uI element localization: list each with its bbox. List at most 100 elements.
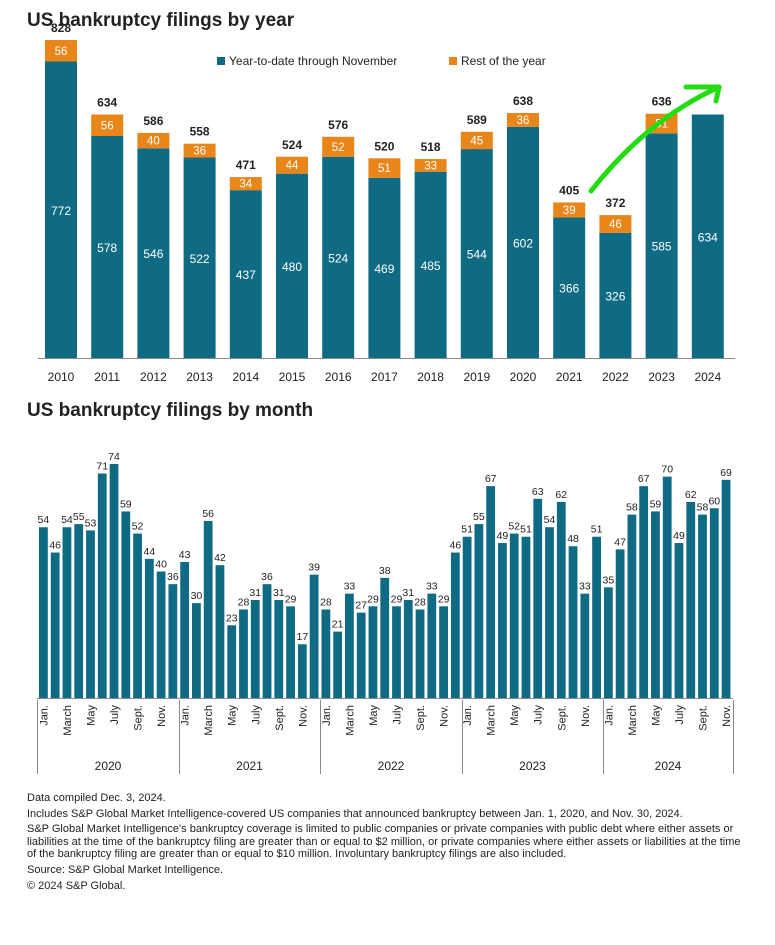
bar-month <box>239 609 248 698</box>
bar-month <box>662 476 672 698</box>
bar-ytd <box>276 173 308 358</box>
data-label-month: 67 <box>485 473 497 485</box>
x-tick-label-month: July <box>674 705 686 725</box>
x-tick-label: 2021 <box>556 370 583 384</box>
data-label-total: 558 <box>190 125 210 139</box>
data-label-ytd: 578 <box>97 241 117 255</box>
data-label-month: 21 <box>332 619 344 631</box>
data-label-ytd: 366 <box>559 282 579 296</box>
data-label-month: 28 <box>414 596 426 608</box>
bar-rest <box>599 215 632 233</box>
bar-month <box>144 558 154 698</box>
data-label-month: 63 <box>532 486 544 498</box>
legend-swatch-ytd <box>217 57 225 65</box>
data-label-rest: 52 <box>332 142 345 154</box>
x-tick-label-month: Jan. <box>603 705 615 726</box>
data-label-month: 52 <box>508 521 520 533</box>
bar-ytd <box>599 232 632 358</box>
bar-ytd <box>45 61 77 358</box>
note-copyright: © 2024 S&P Global. <box>27 879 126 892</box>
data-label-month: 74 <box>108 451 120 463</box>
data-label-month: 51 <box>591 524 603 536</box>
bar-month <box>568 546 578 698</box>
x-tick-label-month: July <box>392 705 404 725</box>
bar-rest <box>460 131 493 150</box>
x-tick-label-month: May <box>227 705 239 726</box>
bar-ytd <box>137 148 170 358</box>
x-tick-label: 2011 <box>94 370 120 384</box>
x-tick-label-month: May <box>85 705 97 726</box>
x-tick-label: 2017 <box>371 370 398 384</box>
bar-rest <box>414 159 447 172</box>
data-label-month: 49 <box>497 530 509 542</box>
data-label-month: 29 <box>391 593 403 605</box>
bar-month <box>215 565 225 698</box>
x-tick-label: 2016 <box>325 370 352 384</box>
bar-month <box>333 631 343 698</box>
data-label-month: 69 <box>720 467 732 479</box>
bar-ytd <box>183 157 216 358</box>
x-tick-label: 2022 <box>602 370 629 384</box>
x-tick-label-month: Sept. <box>698 705 710 731</box>
data-label-month: 39 <box>308 562 320 574</box>
data-label-month: 40 <box>155 559 167 571</box>
data-label-total: 518 <box>421 140 441 154</box>
bar-month <box>297 644 307 698</box>
x-tick-label: 2019 <box>463 370 490 384</box>
x-tick-label-month: March <box>486 705 498 736</box>
data-label-month: 54 <box>544 514 556 526</box>
bar-month <box>97 473 107 698</box>
data-label-total: 636 <box>652 95 672 109</box>
bar-ytd <box>368 177 401 358</box>
data-label-month: 51 <box>461 524 473 536</box>
data-label-month: 44 <box>143 546 155 558</box>
bar-month <box>592 536 601 698</box>
bar-month <box>109 464 119 698</box>
bar-month <box>74 524 84 698</box>
bar-month <box>203 520 213 698</box>
data-label-month: 59 <box>650 498 662 510</box>
yearly-chart-title: US bankruptcy filings by year <box>27 10 295 31</box>
data-label-month: 62 <box>685 489 697 501</box>
bar-month <box>533 498 543 698</box>
note-coverage-period: Includes S&P Global Market Intelligence-… <box>27 807 683 820</box>
bar-month <box>580 593 590 698</box>
note-source: Source: S&P Global Market Intelligence. <box>27 863 224 876</box>
bar-month <box>192 603 201 698</box>
data-label-month: 49 <box>673 530 685 542</box>
yearly-chart: Year-to-date through November Rest of the… <box>38 21 735 384</box>
data-label-month: 71 <box>96 460 108 472</box>
bar-month <box>274 599 284 698</box>
x-tick-label: 2024 <box>694 370 721 384</box>
x-group-label-year: 2023 <box>519 759 546 773</box>
bar-month <box>392 606 401 698</box>
data-label-month: 56 <box>202 508 214 520</box>
bar-month <box>639 486 649 698</box>
bar-month <box>368 606 378 698</box>
x-tick-label: 2018 <box>417 370 444 384</box>
bar-ytd <box>91 136 124 358</box>
data-label-total: 634 <box>97 96 117 110</box>
data-label-rest: 33 <box>424 160 437 172</box>
bar-ytd <box>460 149 493 358</box>
data-label-total: 524 <box>282 138 302 152</box>
bar-month <box>262 584 272 698</box>
data-label-ytd: 437 <box>236 268 256 282</box>
bar-month <box>556 501 566 698</box>
bar-month <box>86 530 95 698</box>
data-label-rest: 36 <box>517 115 530 127</box>
bar-month <box>380 577 390 698</box>
bar-rest <box>45 40 77 62</box>
legend-label-ytd: Year-to-date through November <box>229 54 397 68</box>
bar-month <box>309 574 319 698</box>
bar-month <box>521 536 531 698</box>
legend-label-rest: Rest of the year <box>461 54 546 68</box>
bar-month <box>627 514 637 698</box>
bar-month <box>450 552 460 698</box>
x-tick-label-month: May <box>509 705 521 726</box>
bar-month <box>615 549 625 698</box>
data-label-rest: 51 <box>378 163 391 175</box>
bar-month <box>462 536 472 698</box>
bar-month <box>121 511 131 698</box>
